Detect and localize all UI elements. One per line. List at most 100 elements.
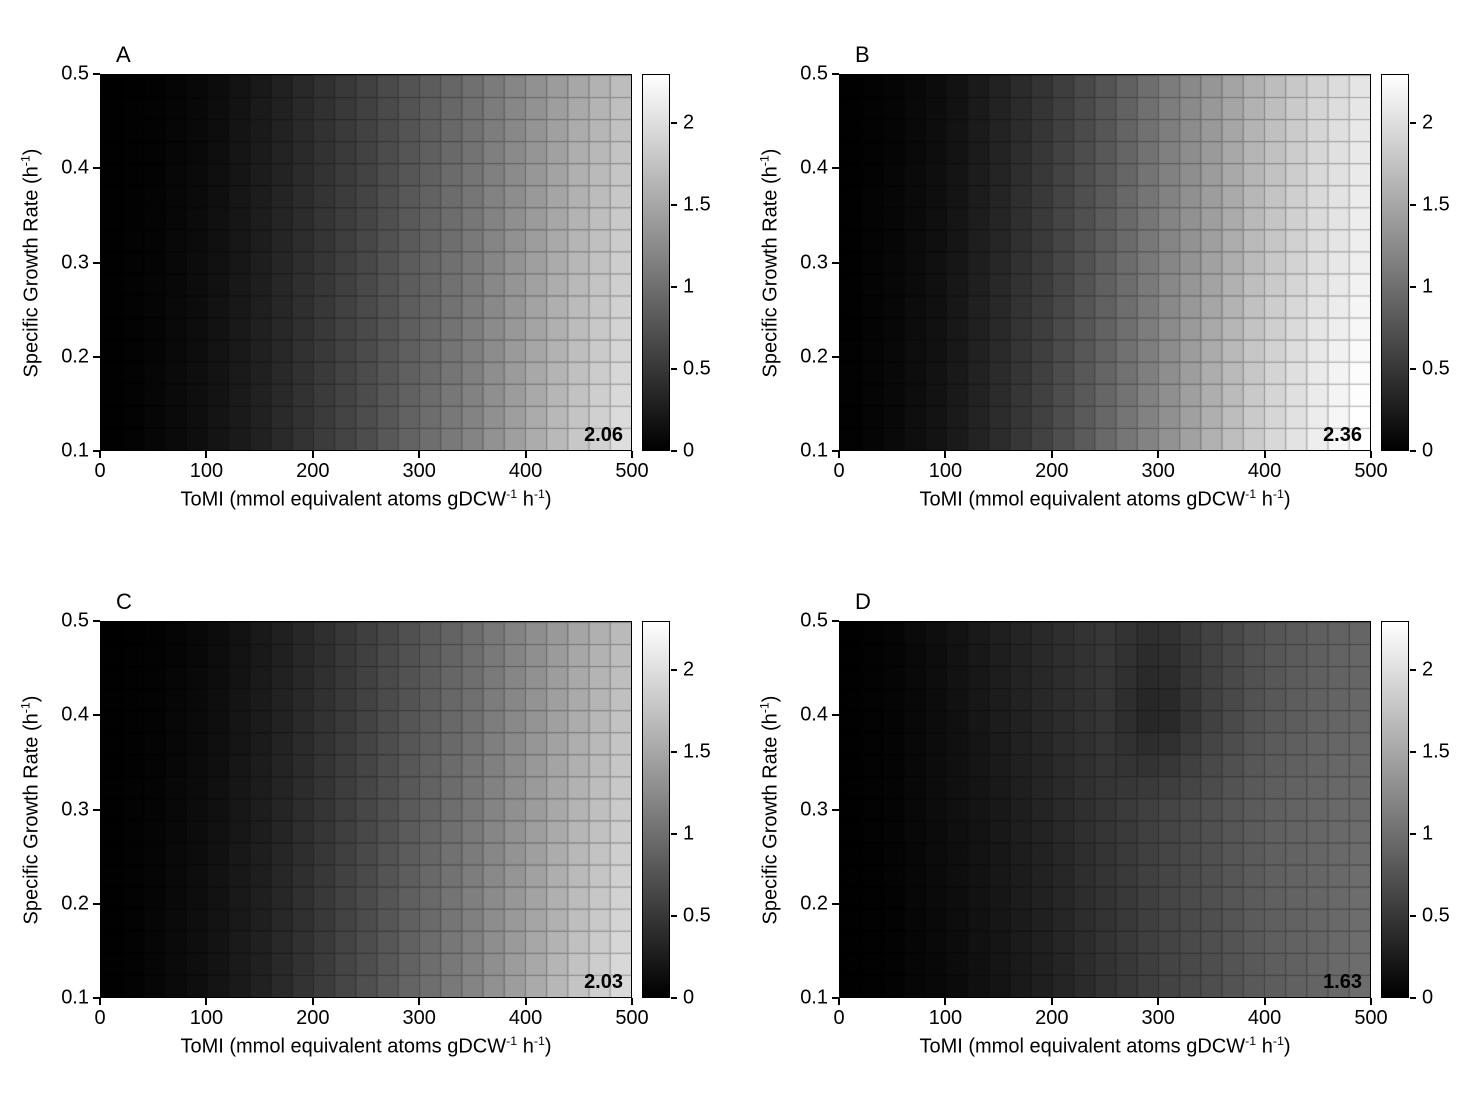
y-tick-mark — [832, 997, 839, 999]
x-tick-label: 500 — [615, 1007, 649, 1029]
x-tick-label: 300 — [402, 460, 436, 482]
x-tick-mark — [418, 998, 421, 1005]
colorbar-tick-labels: 0 0.5 1 1.5 2 — [1409, 621, 1469, 1009]
x-axis-label-mid: h — [1256, 488, 1273, 511]
x-tick-label: 400 — [1247, 1007, 1282, 1029]
y-axis-label: Specific Growth Rate (h-1) — [19, 695, 44, 924]
y-tick-label: 0.1 — [61, 986, 89, 1009]
x-axis-label: ToMI (mmol equivalent atoms gDCW-1 h-1) — [839, 485, 1371, 529]
y-axis-label: Specific Growth Rate (h-1) — [758, 148, 783, 377]
colorbar — [642, 621, 670, 998]
colorbar-tick-label: 2 — [1422, 111, 1434, 134]
colorbar-tick-label: 0 — [683, 439, 695, 462]
colorbar — [1381, 74, 1409, 451]
x-tick-label: 100 — [928, 1007, 963, 1029]
panel-a: A Specific Growth Rate (h-1) 0.5 0.4 0.3 0.… — [0, 0, 739, 547]
y-tick-label: 0.4 — [61, 703, 89, 726]
x-tick-mark — [311, 998, 314, 1005]
y-axis-label-end: ) — [759, 695, 782, 702]
x-axis-label-mid: h — [517, 488, 534, 511]
y-axis-label: Specific Growth Rate (h-1) — [758, 695, 783, 924]
x-tick-label: 500 — [1354, 1007, 1388, 1029]
colorbar-tick-label: 1.5 — [683, 193, 711, 216]
colorbar-tick-label: 2 — [683, 658, 695, 681]
heatmap-plot: 2.03 — [100, 621, 632, 998]
x-tick-label: 500 — [1354, 460, 1388, 482]
x-tick-label: 400 — [1247, 460, 1282, 482]
y-tick-label: 0.3 — [800, 798, 828, 820]
x-tick-label: 0 — [94, 1007, 106, 1029]
x-tick-mark — [631, 451, 633, 458]
heatmap-plot: 2.36 — [839, 74, 1371, 451]
colorbar-tick-mark — [1410, 669, 1416, 672]
colorbar-tick-label: 1.5 — [683, 740, 711, 763]
colorbar-tick-label: 0.5 — [1422, 357, 1450, 380]
x-tick-label: 200 — [1035, 460, 1069, 482]
max-value-label: 2.03 — [584, 971, 623, 993]
heatmap-plot: 1.63 — [839, 621, 1371, 998]
x-tick-mark — [631, 998, 633, 1005]
y-axis-label-area: Specific Growth Rate (h-1) — [753, 621, 787, 998]
x-tick-labels: 0 100 200 300 400 500 — [94, 451, 649, 485]
x-tick-mark — [1157, 451, 1160, 458]
y-tick-mark — [93, 620, 100, 622]
x-tick-mark — [1050, 451, 1053, 458]
x-tick-mark — [205, 998, 208, 1005]
panel-letter: B — [855, 42, 870, 67]
x-tick-mark — [1050, 998, 1053, 1005]
x-tick-label: 200 — [296, 1007, 330, 1029]
colorbar-tick-mark — [671, 833, 677, 836]
x-tick-labels: 0 100 200 300 400 500 — [94, 998, 649, 1032]
colorbar-tick-label: 2 — [683, 111, 695, 134]
x-axis-label-end: ) — [1283, 488, 1291, 511]
panel-letter: C — [116, 589, 132, 614]
y-tick-label: 0.2 — [61, 892, 89, 915]
y-tick-mark — [93, 261, 100, 264]
y-tick-labels: 0.5 0.4 0.3 0.2 0.1 — [48, 610, 100, 1009]
panel-letter: A — [116, 42, 131, 67]
y-tick-mark — [93, 808, 100, 811]
y-tick-mark — [832, 808, 839, 811]
colorbar-tick-mark — [1410, 751, 1416, 754]
x-tick-mark — [944, 451, 947, 458]
y-tick-mark — [93, 167, 100, 170]
x-tick-label: 200 — [296, 460, 330, 482]
x-axis-label: ToMI (mmol equivalent atoms gDCW-1 h-1) — [839, 1032, 1371, 1076]
y-axis-label-sup: -1 — [757, 701, 772, 713]
y-tick-label: 0.4 — [800, 156, 828, 179]
x-axis-label-mid: h — [1256, 1035, 1273, 1058]
colorbar-tick-labels: 0 0.5 1 1.5 2 — [670, 621, 730, 1009]
x-axis-label: ToMI (mmol equivalent atoms gDCW-1 h-1) — [100, 485, 632, 529]
x-axis-label-end: ) — [1283, 1035, 1291, 1058]
y-axis-label: Specific Growth Rate (h-1) — [19, 148, 44, 377]
x-tick-mark — [1370, 998, 1372, 1005]
panel-c: C Specific Growth Rate (h-1) 0.5 0.4 0.3 0.… — [0, 547, 739, 1094]
x-tick-label: 300 — [1141, 1007, 1175, 1029]
y-tick-label: 0.1 — [800, 439, 828, 462]
x-axis-label-text: ToMI (mmol equivalent atoms gDCW — [180, 1035, 507, 1058]
x-tick-mark — [524, 998, 527, 1005]
x-axis-label-sup2: -1 — [533, 1034, 545, 1048]
y-tick-label: 0.4 — [800, 703, 828, 726]
y-axis-label-text: Specific Growth Rate (h — [20, 165, 43, 377]
colorbar-tick-label: 1.5 — [1422, 193, 1450, 216]
x-tick-mark — [944, 998, 947, 1005]
y-axis-label-text: Specific Growth Rate (h — [759, 165, 782, 377]
y-tick-mark — [832, 73, 839, 75]
heatmap-canvas — [101, 75, 631, 450]
y-tick-mark — [832, 714, 839, 717]
x-tick-label: 100 — [928, 460, 963, 482]
colorbar-tick-mark — [671, 669, 677, 672]
y-tick-mark — [93, 902, 100, 905]
colorbar-tick-label: 0.5 — [1422, 904, 1450, 927]
x-axis-label-text: ToMI (mmol equivalent atoms gDCW — [919, 1035, 1246, 1058]
x-tick-label: 200 — [1035, 1007, 1069, 1029]
y-axis-label-area: Specific Growth Rate (h-1) — [753, 74, 787, 451]
colorbar-tick-mark — [671, 915, 677, 918]
y-axis-label-area: Specific Growth Rate (h-1) — [14, 74, 48, 451]
y-tick-mark — [832, 261, 839, 264]
heatmap-canvas — [840, 622, 1370, 997]
colorbar-tick-labels: 0 0.5 1 1.5 2 — [1409, 74, 1469, 462]
heatmap-plot: 2.06 — [100, 74, 632, 451]
y-tick-label: 0.2 — [800, 892, 828, 915]
